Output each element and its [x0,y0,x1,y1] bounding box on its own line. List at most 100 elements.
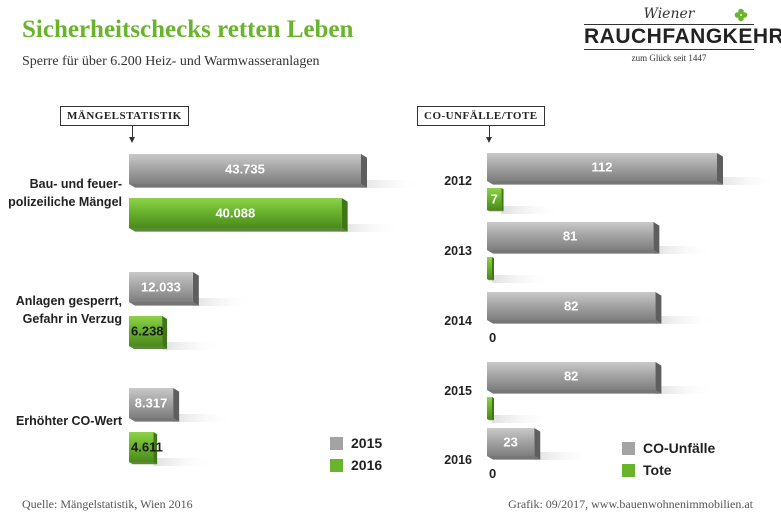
bar-green-right-1-front [487,257,492,279]
legend-text-co-unfaelle: CO-Unfälle [643,440,716,456]
bar-green-left-2-front [129,432,154,462]
bar-gray-right-1-front [487,222,654,250]
bar-gray-right-2-side [655,292,662,324]
bar-gray-right-1: 81 [487,222,714,254]
bar-green-right-3 [487,397,552,423]
bar-gray-right-0-front [487,153,717,181]
bar-gray-right-0: 112 [487,153,777,185]
bar-gray-left-2-bottom [129,418,180,422]
legend-co: CO-Unfälle Tote [622,437,715,481]
logo-main-text: RAUCHFANGKEHRER [584,24,781,50]
bar-gray-right-2-shadow [655,316,716,324]
bar-gray-left-0-bottom [129,184,367,188]
bar-green-left-2-label: 4.611 [131,440,163,455]
bar-green-right-1-side [492,257,494,281]
bar-green-left-2: 4.611 [129,432,214,466]
bar-green-right-0-bottom [487,210,504,212]
bar-green-left-2-shadow [153,458,214,466]
bar-gray-left-2-label: 8.317 [135,396,168,411]
bar-green-right-0-label: 7 [491,192,498,207]
category-label-co-wert-line1: Erhöhter CO-Wert [15,414,122,428]
bar-gray-left-1-front [129,272,193,302]
bar-green-right-1 [487,257,552,283]
bar-green-right-3-front [487,397,492,419]
bar-gray-left-1-side [192,272,199,306]
section-arrow-left [132,125,133,138]
bar-green-left-1-side [162,316,168,349]
year-label-2016: 2016 [444,453,472,467]
bar-gray-left-1: 12.033 [129,272,253,306]
bar-green-left-1-bottom [129,346,168,349]
bar-gray-right-4-bottom [487,456,541,460]
bar-gray-right-2-front [487,292,656,320]
bar-green-right-3-shadow [492,415,552,423]
bar-green-left-0: 40.088 [129,198,402,232]
legend-item-2015: 2015 [330,432,382,454]
bar-green-left-0-label: 40.088 [215,206,255,221]
bar-gray-right-1-label: 81 [563,229,577,244]
bar-green-right-0: 7 [487,188,562,214]
bar-green-left-2-bottom [129,462,158,465]
bar-gray-right-1-side [653,222,660,254]
bar-gray-right-1-bottom [487,250,660,254]
year-label-2012: 2012 [444,174,472,188]
bar-gray-left-0-label: 43.735 [225,162,265,177]
year-label-2013: 2013 [444,244,472,258]
bar-green-right-0-shadow [501,206,562,214]
bar-gray-right-4-label: 23 [503,435,517,450]
bar-green-left-1-label: 6.238 [131,324,164,339]
bar-green-right-1-bottom [487,279,494,281]
legend-text-tote: Tote [643,462,672,478]
bar-gray-right-3-bottom [487,390,662,394]
bar-green-left-2-side [153,432,158,465]
bar-gray-right-3-front [487,362,656,390]
bar-gray-right-3-shadow [655,386,716,394]
legend-item-tote: Tote [622,459,715,481]
page-subtitle: Sperre für über 6.200 Heiz- und Warmwass… [22,54,320,69]
bar-gray-left-2-shadow [173,414,234,422]
bar-gray-right-3: 82 [487,362,716,394]
section-arrow-left-head [129,137,135,143]
bar-gray-left-1-shadow [192,298,253,306]
year-label-2015: 2015 [444,384,472,398]
legend-item-co-unfaelle: CO-Unfälle [622,437,715,459]
bar-green-left-0-front [129,198,342,228]
logo-since-text: zum Glück seit 1447 [631,53,707,63]
bar-green-right-3-bottom [487,419,494,421]
bar-green-left-1-front [129,316,163,346]
chart-maengel: 43.735 40.088 12.033 6.238 8.317 4.611 [129,154,421,466]
legend-text-2015: 2015 [351,435,383,451]
bar-green-right-2-zero-label: 0 [489,330,496,345]
category-label-bau-line2: polizeiliche Mängel [8,195,122,209]
category-label-anlagen-line2: Gefahr in Verzug [22,312,122,326]
legend-swatch-2016 [330,458,343,472]
year-label-2014: 2014 [444,314,472,328]
bar-gray-right-4-side [534,428,541,460]
bar-gray-right-2: 82 [487,292,716,324]
footer-credit: Grafik: 09/2017, www.bauenwohnenimmobili… [508,497,753,511]
category-label-anlagen: Anlagen gesperrt, Gefahr in Verzug [0,292,122,328]
bar-green-right-1-shadow [492,275,552,283]
bar-gray-left-2: 8.317 [129,388,234,422]
bar-gray-left-2-front [129,388,174,418]
bar-gray-right-4: 23 [487,428,595,460]
bar-gray-right-3-side [655,362,662,394]
bar-gray-right-0-bottom [487,181,723,185]
bar-gray-right-0-label: 112 [592,160,613,175]
section-arrow-right-head [486,137,492,143]
bar-green-left-0-bottom [129,228,348,232]
footer-source: Quelle: Mängelstatistik, Wien 2016 [22,497,193,511]
bar-gray-right-2-label: 82 [564,299,578,314]
legend-swatch-tote [622,463,635,477]
bar-green-left-1: 6.238 [129,316,223,350]
bar-green-left-1-shadow [162,342,223,350]
category-label-anlagen-line1: Anlagen gesperrt, [15,294,122,308]
bar-gray-right-4-front [487,428,535,456]
bar-green-left-0-side [341,198,348,232]
logo-script-text: Wiener [643,6,695,22]
section-label-maengel: MÄNGELSTATISTIK [60,106,189,126]
legend-maengel: 2015 2016 [330,432,382,476]
bar-green-left-0-shadow [341,224,402,232]
bar-green-right-0-side [501,188,504,212]
